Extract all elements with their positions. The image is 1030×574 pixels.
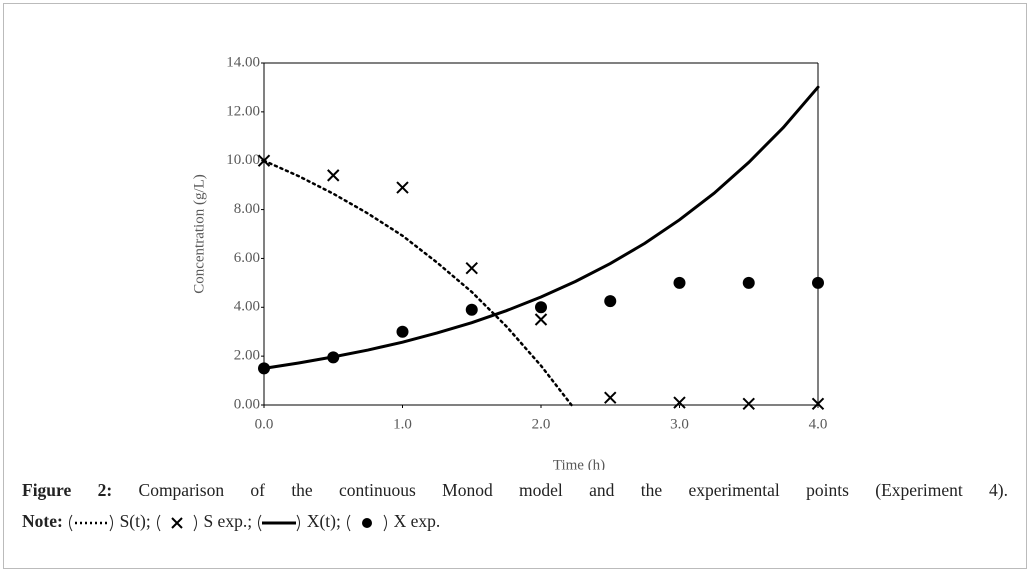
y-axis-label: Concentration (g/L) <box>191 174 207 294</box>
marker-cross <box>396 181 409 194</box>
x-tick-label: 3.0 <box>670 416 689 432</box>
marker-cross <box>673 396 686 409</box>
legend-symbol <box>69 514 114 532</box>
marker-cross <box>811 397 825 410</box>
legend-symbol <box>157 514 198 532</box>
caption-text: Comparison of the continuous Monod model… <box>138 480 1008 500</box>
x-tick-label: 0.0 <box>255 416 274 432</box>
note-label: Note: <box>22 511 63 531</box>
y-tick-label: 2.00 <box>234 348 260 364</box>
marker-cross <box>742 397 755 410</box>
caption: Figure 2: Comparison of the continuous M… <box>22 480 1008 501</box>
y-tick-label: 12.00 <box>226 103 260 119</box>
y-tick-label: 10.00 <box>226 152 260 168</box>
x-tick-label: 2.0 <box>532 416 551 432</box>
frame <box>3 3 1027 569</box>
marker-dot <box>812 276 824 289</box>
y-tick-label: 0.00 <box>234 396 260 412</box>
marker-dot <box>258 362 270 375</box>
legend-symbol <box>258 514 301 532</box>
marker-cross <box>257 154 271 167</box>
legend-text: X(t); <box>306 511 341 531</box>
marker-cross <box>534 313 548 326</box>
legend-text: S exp.; <box>203 511 253 531</box>
marker-cross <box>604 391 617 404</box>
x-axis-label: Time (h) <box>553 457 605 470</box>
marker-cross <box>465 261 478 275</box>
y-tick-label: 4.00 <box>234 299 260 315</box>
series-line <box>262 159 573 407</box>
legend-text: S(t); <box>119 511 151 531</box>
marker-dot <box>396 325 409 338</box>
note: Note: S(t); S exp.; X(t); X exp. <box>22 511 440 533</box>
series-line <box>262 85 820 370</box>
chart: Time (h) Concentration (g/L) 0.00 2.00 4.0… <box>191 54 828 470</box>
y-tick-label: 8.00 <box>234 201 260 217</box>
marker-dot <box>604 295 617 308</box>
marker-cross <box>327 169 340 182</box>
legend-text: X exp. <box>393 511 441 531</box>
caption-label: Figure 2: <box>22 480 113 500</box>
y-tick-label: 14.00 <box>226 54 260 70</box>
marker-dot <box>327 351 340 364</box>
marker-dot <box>535 301 547 314</box>
marker-dot <box>673 276 686 289</box>
y-tick-label: 6.00 <box>234 250 260 266</box>
marker-dot <box>465 303 478 316</box>
marker-dot <box>742 276 755 289</box>
x-tick-label: 4.0 <box>809 416 828 432</box>
x-tick-label: 1.0 <box>393 416 412 432</box>
legend-symbol <box>347 514 388 532</box>
